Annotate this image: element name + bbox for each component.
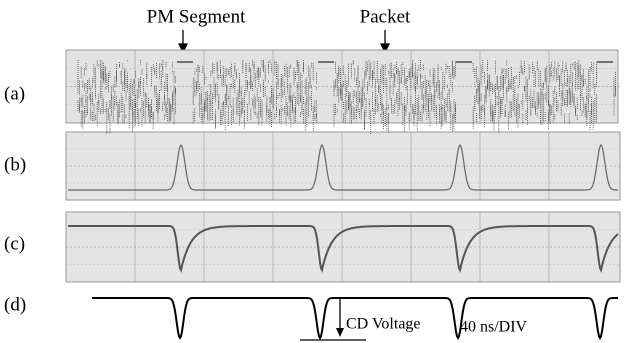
figure: PM Segment Packet (a) (b) (c) (d) CD Vol…	[0, 0, 634, 343]
cd-arrow-head	[336, 328, 344, 337]
panel-label: (c)	[4, 233, 25, 254]
arrows	[179, 30, 389, 52]
panel-label: (a)	[4, 83, 25, 104]
panel-label: (b)	[4, 154, 26, 175]
pm-segment-label: PM Segment	[147, 6, 246, 27]
panel-label: (d)	[4, 294, 26, 315]
packet-label: Packet	[360, 6, 411, 27]
time-scale-label: 40 ns/DIV	[460, 319, 528, 336]
cd-voltage-label: CD Voltage	[346, 316, 421, 333]
